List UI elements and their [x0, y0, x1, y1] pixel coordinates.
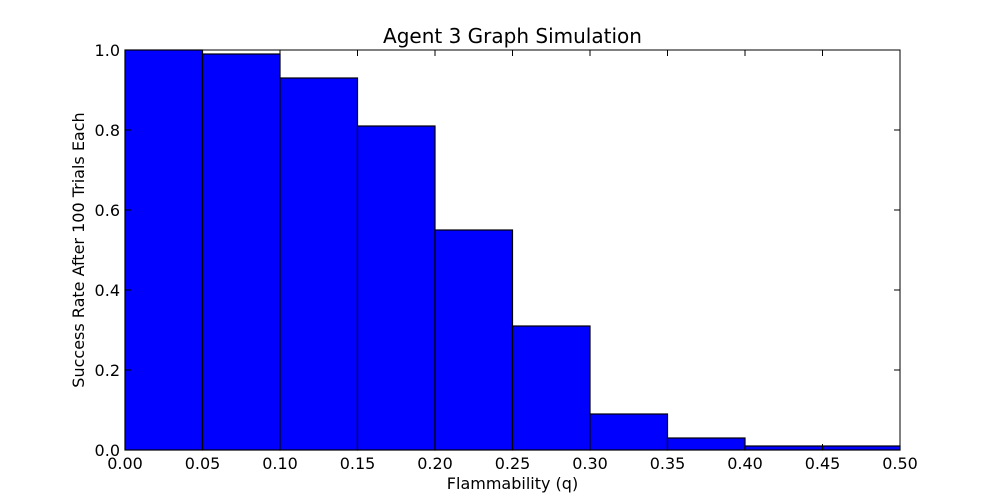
- histogram-bar: [279, 77, 359, 451]
- y-tick-label: 1.0: [95, 41, 120, 60]
- x-tick-label: 0.30: [572, 454, 608, 473]
- x-tick-label: 0.40: [727, 454, 763, 473]
- histogram-bar: [589, 413, 669, 451]
- chart-title: Agent 3 Graph Simulation: [383, 24, 642, 48]
- histogram-bar: [124, 49, 204, 451]
- x-tick-label: 0.15: [340, 454, 376, 473]
- y-tick-label: 0.4: [95, 281, 120, 300]
- plot-frame: [124, 49, 901, 451]
- x-tick-label: 0.00: [107, 454, 143, 473]
- y-tick-label: 0.2: [95, 361, 120, 380]
- x-tick-label: 0.50: [882, 454, 918, 473]
- histogram-bar: [201, 53, 281, 451]
- x-tick-label: 0.25: [495, 454, 531, 473]
- histogram-bar: [434, 229, 514, 451]
- y-axis-label: Success Rate After 100 Trials Each: [69, 112, 88, 387]
- x-tick-label: 0.10: [262, 454, 298, 473]
- x-tick-label: 0.45: [805, 454, 841, 473]
- x-tick-label: 0.05: [185, 454, 221, 473]
- y-tick-label: 0.6: [95, 201, 120, 220]
- histogram-bar: [356, 125, 436, 451]
- x-tick-label: 0.35: [650, 454, 686, 473]
- bar-group: [124, 49, 901, 451]
- x-axis-label: Flammability (q): [447, 474, 578, 493]
- x-tick-label: 0.20: [417, 454, 453, 473]
- tick-group: 0.00 0.05 0.10 0.15 0.20 0.25 0.30 0.35 0.40 0.45…: [95, 41, 918, 473]
- y-tick-label: 0.8: [95, 121, 120, 140]
- histogram-bar: [744, 445, 824, 451]
- histogram-bar: [666, 437, 746, 451]
- histogram-bar: [821, 445, 901, 451]
- y-tick-label: 0.0: [95, 441, 120, 460]
- histogram-bar: [511, 325, 591, 451]
